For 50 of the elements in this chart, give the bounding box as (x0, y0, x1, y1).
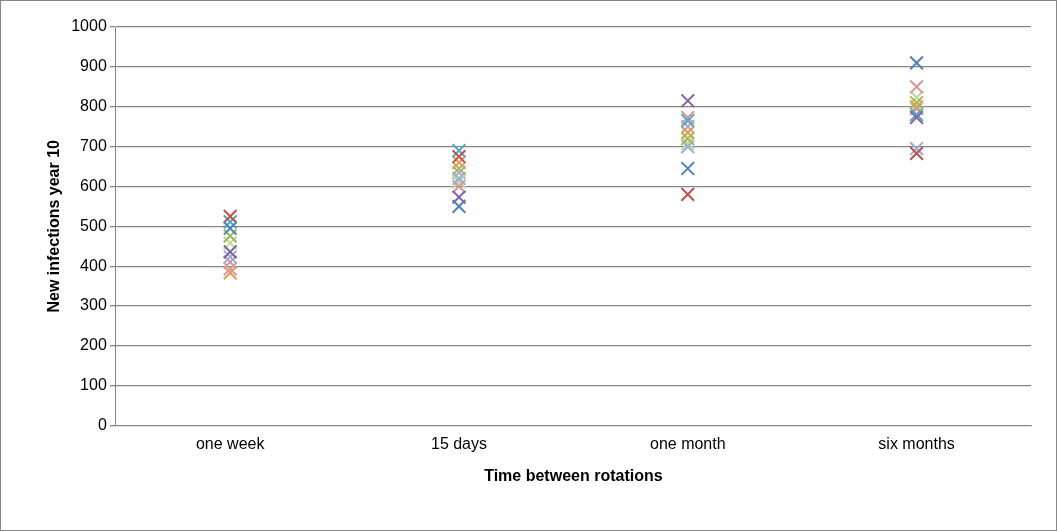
point (451, 165, 467, 180)
point (451, 199, 467, 214)
x-tick-label: one month (649, 434, 726, 452)
point (909, 141, 924, 156)
point (222, 220, 238, 236)
y-tick-label: 200 (80, 336, 107, 354)
y-tick-label: 700 (80, 136, 107, 154)
point (222, 254, 238, 270)
point (222, 244, 238, 260)
y-axis-title: New infections year 10 (45, 139, 63, 313)
point (680, 161, 696, 176)
point (680, 131, 696, 146)
point (222, 208, 238, 224)
point (451, 149, 467, 164)
x-tick-label: one week (195, 434, 266, 452)
point (909, 55, 924, 71)
point (680, 93, 696, 109)
y-tick-label: 500 (80, 216, 107, 234)
point (680, 113, 696, 129)
y-tick-label: 300 (80, 296, 107, 314)
point (451, 179, 467, 194)
point (222, 249, 238, 265)
point (451, 143, 467, 158)
y-tick-label: 1000 (71, 17, 107, 35)
point (222, 235, 238, 251)
x-tick-label: 15 days (430, 434, 488, 452)
point (451, 155, 467, 170)
point (680, 125, 696, 140)
y-tick-label: 900 (80, 57, 107, 75)
point (451, 174, 467, 190)
point (451, 161, 467, 176)
point (909, 95, 924, 111)
x-tick-label: six months (878, 434, 955, 452)
point (222, 265, 238, 281)
point (222, 214, 238, 230)
point (909, 145, 924, 161)
y-tick-label: 400 (80, 256, 107, 274)
point (680, 119, 696, 135)
point (222, 228, 238, 244)
point (451, 189, 467, 205)
y-tick-label: 600 (80, 176, 107, 194)
point (680, 187, 696, 202)
y-tick-label: 100 (80, 376, 107, 394)
y-tick-label: 0 (97, 416, 107, 434)
point (222, 261, 238, 277)
y-tick-label: 800 (80, 97, 107, 115)
point (909, 79, 924, 95)
point (909, 90, 924, 105)
x-axis-title: Time between rotations (484, 466, 663, 484)
point (680, 110, 696, 125)
